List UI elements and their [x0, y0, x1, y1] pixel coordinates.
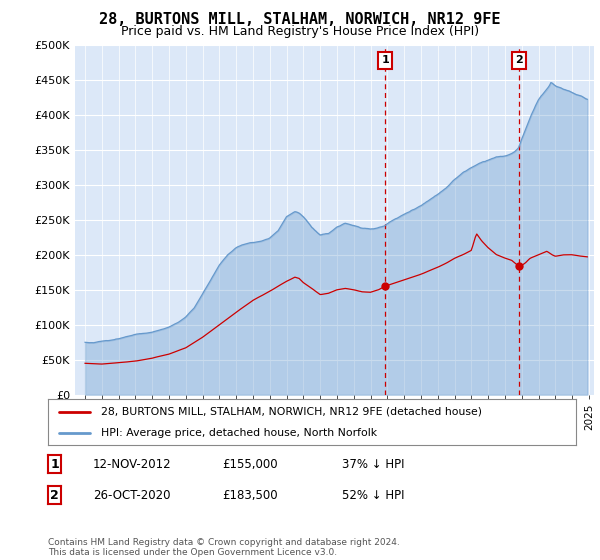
- Text: 1: 1: [50, 458, 59, 471]
- Text: Contains HM Land Registry data © Crown copyright and database right 2024.
This d: Contains HM Land Registry data © Crown c…: [48, 538, 400, 557]
- Text: £183,500: £183,500: [222, 488, 278, 502]
- Text: 1: 1: [382, 55, 389, 65]
- Text: HPI: Average price, detached house, North Norfolk: HPI: Average price, detached house, Nort…: [101, 428, 377, 438]
- Text: 2: 2: [515, 55, 523, 65]
- Text: 28, BURTONS MILL, STALHAM, NORWICH, NR12 9FE: 28, BURTONS MILL, STALHAM, NORWICH, NR12…: [99, 12, 501, 27]
- Text: 12-NOV-2012: 12-NOV-2012: [93, 458, 172, 471]
- Text: 37% ↓ HPI: 37% ↓ HPI: [342, 458, 404, 471]
- Text: £155,000: £155,000: [222, 458, 278, 471]
- Text: Price paid vs. HM Land Registry's House Price Index (HPI): Price paid vs. HM Land Registry's House …: [121, 25, 479, 38]
- Text: 26-OCT-2020: 26-OCT-2020: [93, 488, 170, 502]
- Text: 2: 2: [50, 488, 59, 502]
- Text: 52% ↓ HPI: 52% ↓ HPI: [342, 488, 404, 502]
- Text: 28, BURTONS MILL, STALHAM, NORWICH, NR12 9FE (detached house): 28, BURTONS MILL, STALHAM, NORWICH, NR12…: [101, 407, 482, 417]
